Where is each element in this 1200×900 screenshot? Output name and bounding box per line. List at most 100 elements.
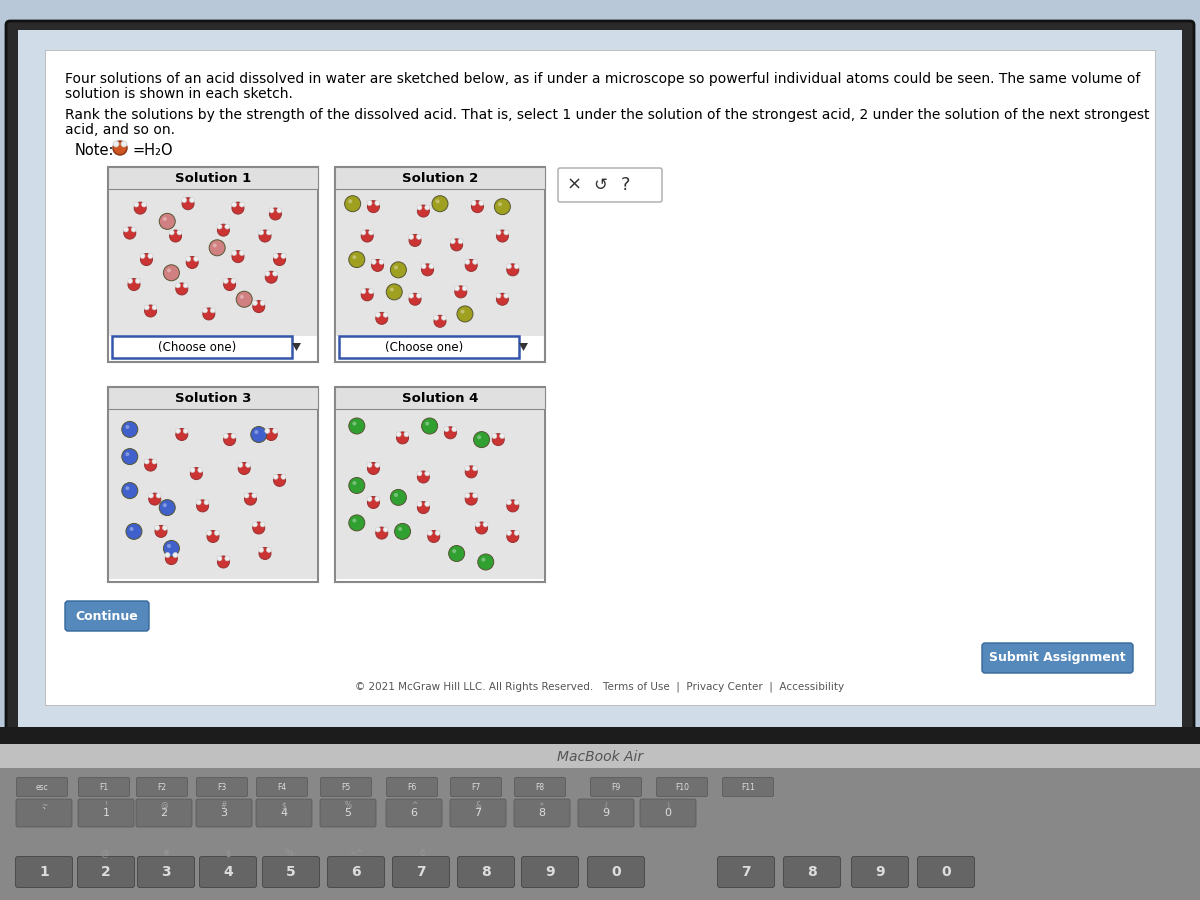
- Circle shape: [376, 527, 388, 539]
- Circle shape: [464, 259, 470, 265]
- Circle shape: [186, 256, 198, 268]
- Circle shape: [212, 243, 217, 248]
- Circle shape: [452, 549, 456, 554]
- Circle shape: [416, 501, 422, 507]
- Circle shape: [409, 234, 414, 239]
- Circle shape: [514, 530, 520, 536]
- Circle shape: [349, 515, 365, 531]
- Text: ~^: ~^: [349, 850, 364, 859]
- Circle shape: [224, 556, 230, 561]
- Text: ?: ?: [620, 176, 630, 194]
- Circle shape: [232, 278, 236, 284]
- Text: esc: esc: [36, 782, 48, 791]
- Circle shape: [167, 268, 172, 273]
- Text: acid, and so on.: acid, and so on.: [65, 123, 175, 137]
- Circle shape: [492, 434, 504, 446]
- Circle shape: [451, 238, 463, 251]
- FancyBboxPatch shape: [590, 778, 642, 796]
- FancyBboxPatch shape: [78, 778, 130, 796]
- Text: 0: 0: [611, 865, 620, 879]
- Text: %: %: [344, 802, 352, 811]
- Circle shape: [127, 278, 132, 284]
- Circle shape: [433, 315, 439, 320]
- FancyBboxPatch shape: [336, 409, 544, 579]
- Circle shape: [492, 434, 497, 438]
- Text: 8: 8: [539, 808, 546, 818]
- Circle shape: [155, 526, 160, 530]
- FancyBboxPatch shape: [656, 778, 708, 796]
- Circle shape: [266, 547, 271, 553]
- Circle shape: [432, 195, 448, 212]
- Circle shape: [198, 467, 203, 472]
- Circle shape: [367, 497, 372, 501]
- Circle shape: [224, 224, 230, 230]
- Circle shape: [133, 202, 139, 207]
- Circle shape: [504, 230, 509, 235]
- FancyBboxPatch shape: [199, 857, 257, 887]
- Text: ×: ×: [566, 176, 582, 194]
- Text: Note:: Note:: [74, 143, 114, 158]
- FancyBboxPatch shape: [197, 778, 247, 796]
- Circle shape: [390, 287, 394, 292]
- FancyBboxPatch shape: [16, 857, 72, 887]
- Circle shape: [361, 289, 373, 301]
- Circle shape: [190, 198, 194, 202]
- Circle shape: [472, 201, 476, 205]
- Circle shape: [217, 556, 229, 568]
- Polygon shape: [292, 343, 301, 351]
- Circle shape: [128, 279, 140, 291]
- Text: 0: 0: [665, 808, 672, 818]
- FancyBboxPatch shape: [522, 857, 578, 887]
- Text: ↺: ↺: [593, 176, 607, 194]
- Circle shape: [126, 425, 130, 429]
- Circle shape: [506, 264, 518, 275]
- FancyBboxPatch shape: [340, 336, 520, 358]
- Circle shape: [383, 312, 388, 318]
- Text: 6: 6: [352, 865, 361, 879]
- Circle shape: [232, 202, 244, 214]
- Circle shape: [464, 466, 470, 471]
- FancyBboxPatch shape: [640, 799, 696, 827]
- Circle shape: [394, 266, 398, 269]
- Circle shape: [394, 493, 398, 497]
- Circle shape: [390, 262, 407, 278]
- Circle shape: [421, 418, 438, 434]
- Circle shape: [232, 250, 244, 263]
- FancyBboxPatch shape: [0, 744, 1200, 770]
- FancyBboxPatch shape: [108, 167, 318, 362]
- Circle shape: [481, 558, 485, 562]
- Circle shape: [149, 493, 161, 505]
- Circle shape: [379, 259, 384, 265]
- Circle shape: [449, 545, 464, 562]
- Circle shape: [455, 286, 467, 298]
- Text: F2: F2: [157, 782, 167, 791]
- Circle shape: [240, 295, 244, 299]
- Circle shape: [253, 301, 265, 312]
- FancyBboxPatch shape: [328, 857, 384, 887]
- Circle shape: [136, 278, 140, 284]
- Circle shape: [497, 230, 509, 242]
- Text: Rank the solutions by the strength of the dissolved acid. That is, select 1 unde: Rank the solutions by the strength of th…: [65, 108, 1150, 122]
- Circle shape: [238, 463, 242, 467]
- Circle shape: [140, 254, 152, 266]
- Circle shape: [416, 234, 421, 239]
- Circle shape: [421, 264, 426, 269]
- Circle shape: [184, 428, 188, 434]
- Text: 2: 2: [101, 865, 110, 879]
- Circle shape: [259, 547, 271, 560]
- Circle shape: [353, 421, 356, 426]
- Circle shape: [374, 463, 380, 467]
- Circle shape: [482, 522, 488, 526]
- Circle shape: [252, 522, 257, 526]
- Circle shape: [349, 252, 365, 267]
- FancyBboxPatch shape: [16, 799, 72, 827]
- Circle shape: [390, 490, 407, 506]
- Circle shape: [145, 305, 157, 317]
- Circle shape: [457, 306, 473, 322]
- Circle shape: [239, 202, 245, 207]
- Circle shape: [246, 463, 251, 467]
- Circle shape: [376, 312, 380, 318]
- Text: 7: 7: [416, 865, 426, 879]
- Circle shape: [349, 478, 365, 493]
- Circle shape: [176, 283, 188, 295]
